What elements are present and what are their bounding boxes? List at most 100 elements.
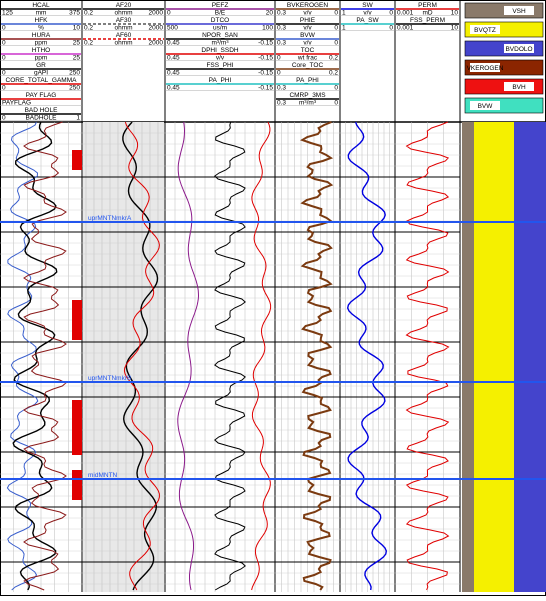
legend-label: BVDOLO [505,46,532,53]
scale-left: 500 [167,25,178,32]
scale-right: 250 [69,85,80,92]
curve-gr [12,121,58,591]
scale-left: 0.2 [84,25,93,32]
scale-left: 0 [2,25,6,32]
marker-label: uprMNTNmkrA [88,215,132,222]
legend-label: BVH [512,84,526,91]
scale-right: 0 [334,85,338,92]
curve-name: TOC [301,47,315,54]
scale-right: 10 [73,25,81,32]
scale-left: 0.45 [167,85,180,92]
lith-qtz [474,122,514,592]
scale-unit: BADHOLE [25,115,57,122]
scale-right: 250 [69,70,80,77]
legend-label-bg [470,63,500,72]
curve-name: PAY FLAG [26,92,57,99]
scale-right: -0.15 [258,40,273,47]
scale-unit: v/v [363,10,372,17]
scale-left: 0 [2,115,6,122]
scale-right: 0 [334,25,338,32]
scale-left: 0.3 [277,85,286,92]
legend-label-bg [504,44,534,53]
scale-left: 0.45 [167,55,180,62]
scale-unit: ohmm [114,10,132,17]
scale-unit: m³/m³ [212,40,230,47]
scale-left: 0.2 [84,40,93,47]
curve-name: HTHO [32,47,50,54]
scale-left: 0.2 [84,10,93,17]
curve-hfk [6,121,39,591]
scale-unit: m³/m³ [299,100,317,107]
scale-unit: gAPI [34,70,48,77]
legend-label: VKEROGEN [467,65,504,72]
scale-right: 10 [451,25,459,32]
marker-label: uprMNTNmkrB [88,375,131,382]
scale-left: 0.3 [277,100,286,107]
scale-unit: v/v [303,25,312,32]
curve-name: PHIE [300,17,316,24]
scale-left: 0 [2,85,6,92]
legend-label: BVW [478,103,494,110]
scale-right: 0 [334,100,338,107]
log-body: uprMNTNmkrA uprMNTNmkrB midMNTN [0,121,546,592]
scale-left: 0.3 [277,40,286,47]
curve-name: SW [362,2,373,9]
curve-name: BVW [300,32,316,39]
curve-perm [405,121,450,591]
pay-flag [72,150,82,170]
curve-name: HFK [35,17,49,24]
curve-name: FSS_PERM [410,17,445,24]
scale-left: 0 [2,55,6,62]
scale-unit: ohmm [114,25,132,32]
scale-right: 0 [334,10,338,17]
curve-name: NPOR_SAN [202,32,238,39]
curve-name: DPHI_SSDH [201,47,239,54]
scale-right: 25 [73,55,81,62]
scale-left: 0 [2,40,6,47]
scale-right: 100 [262,25,273,32]
scale-right: -0.15 [258,85,273,92]
scale-left: 125 [2,10,13,17]
curve-name: DTCO [211,17,229,24]
curve-name: AF30 [116,17,132,24]
pay-flag [72,470,82,500]
scale-unit: mD [422,10,432,17]
scale-unit: v/v [216,55,225,62]
legend-label-bg [470,101,500,110]
marker-label: midMNTN [88,472,118,479]
curve-name: GR [36,62,46,69]
scale-left: 0 [277,55,281,62]
curve-name: PERM [418,2,437,9]
curve-name: PA_PHI [296,77,319,84]
curve-name: Core_TOC [292,62,324,69]
lith-dolo [514,122,546,592]
scale-right: 20 [266,10,274,17]
scale-unit: B/E [215,10,226,17]
scale-unit: % [38,25,44,32]
scale-right: -0.15 [258,70,273,77]
scale-left: 1 [342,25,346,32]
scale-left: 0.001 [397,25,414,32]
legend-label: VSH [512,8,526,15]
scale-right: 2000 [149,25,164,32]
scale-right: -0.15 [258,55,273,62]
scale-left: PAYFLAG [2,100,31,107]
scale-left: 0.45 [167,70,180,77]
scale-unit: v/v [303,10,312,17]
scale-right: 375 [69,10,80,17]
curve-hura [23,121,67,591]
curve-af60 [123,121,160,591]
scale-right: 0.2 [329,70,338,77]
curve-name: PA_SW [356,17,379,24]
scale-right: 2000 [149,10,164,17]
scale-left: 0 [2,70,6,77]
curve-kerogen [299,121,334,591]
curve-name: PEFZ [212,2,229,9]
curve-name: AF60 [116,32,132,39]
scale-right: 0 [389,25,393,32]
legend-label-bg [470,25,500,34]
scale-unit: v/v [303,40,312,47]
curve-dphi [251,121,272,591]
scale-unit: wt frac [297,55,318,62]
